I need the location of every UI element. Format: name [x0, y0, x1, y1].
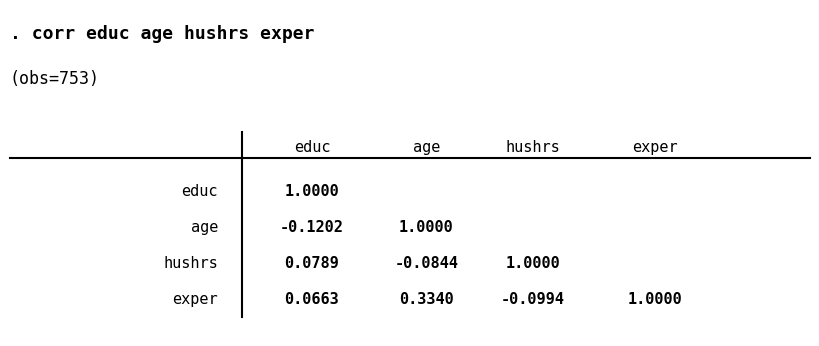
- Text: -0.0994: -0.0994: [500, 292, 563, 308]
- Text: 0.0663: 0.0663: [284, 292, 339, 308]
- Text: 1.0000: 1.0000: [505, 256, 559, 272]
- Text: hushrs: hushrs: [163, 256, 218, 272]
- Text: (obs=753): (obs=753): [10, 70, 99, 88]
- Text: educ: educ: [181, 184, 218, 199]
- Text: educ: educ: [293, 140, 330, 155]
- Text: -0.1202: -0.1202: [279, 220, 343, 235]
- Text: 1.0000: 1.0000: [627, 292, 681, 308]
- Text: 0.0789: 0.0789: [284, 256, 339, 272]
- Text: age: age: [190, 220, 218, 235]
- Text: exper: exper: [172, 292, 218, 308]
- Text: 1.0000: 1.0000: [284, 184, 339, 199]
- Text: 0.3340: 0.3340: [399, 292, 453, 308]
- Text: . corr educ age hushrs exper: . corr educ age hushrs exper: [10, 25, 314, 43]
- Text: hushrs: hushrs: [505, 140, 559, 155]
- Text: -0.0844: -0.0844: [394, 256, 458, 272]
- Text: 1.0000: 1.0000: [399, 220, 453, 235]
- Text: exper: exper: [631, 140, 677, 155]
- Text: age: age: [412, 140, 440, 155]
